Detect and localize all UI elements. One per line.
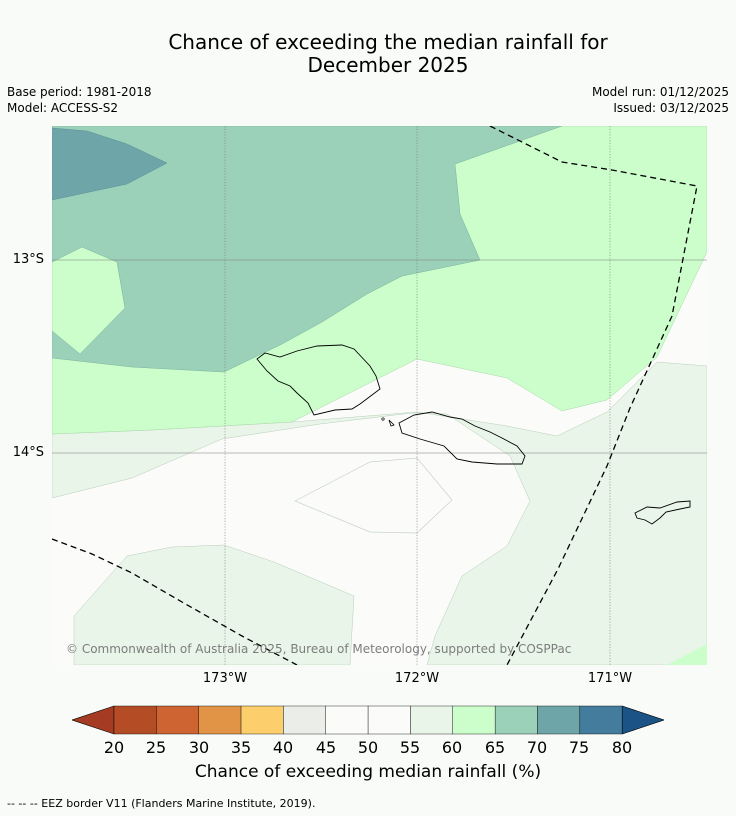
cbar-swatch-20-25 [113,705,157,735]
eez-border [489,126,698,665]
title-line-2: December 2025 [307,53,469,77]
region-55-60-south [73,544,355,665]
upolu-island [398,411,526,465]
cbar-swatch-65-70 [494,705,538,735]
copyright-notice: © Commonwealth of Australia 2025, Bureau… [66,642,571,656]
cbar-extend-high [621,705,664,735]
model-name: Model: ACCESS-S2 [7,101,119,115]
cbar-swatch-75-80 [579,705,623,735]
savaii-island [256,344,381,416]
cbar-tick: 50 [357,738,379,757]
cbar-tick: 25 [145,738,167,757]
issued-date: Issued: 03/12/2025 [613,101,729,115]
cbar-tick: 30 [188,738,210,757]
map-title: Chance of exceeding the median rainfall … [0,31,736,77]
region-60-65-corner [667,644,707,665]
cbar-tick: 60 [441,738,463,757]
lon-label-171w: 171°W [587,671,633,686]
meta-left: Base period: 1981-2018 Model: ACCESS-S2 [7,84,152,116]
cbar-swatch-70-75 [537,705,581,735]
lon-label-172w: 172°W [394,671,440,686]
cbar-tick: 20 [103,738,125,757]
eez-footnote: -- -- -- EEZ border V11 (Flanders Marine… [7,797,316,810]
rainfall-map: © Commonwealth of Australia 2025, Bureau… [52,126,707,665]
cbar-swatch-30-35 [198,705,242,735]
colorbar [72,705,664,735]
cbar-tick: 75 [568,738,590,757]
cbar-swatch-35-40 [240,705,284,735]
cbar-tick: 45 [315,738,337,757]
cbar-swatch-25-30 [156,705,199,735]
cbar-extend-low [72,705,115,735]
cbar-tick: 70 [526,738,548,757]
cbar-tick: 55 [399,738,421,757]
cbar-swatch-55-60 [410,705,454,735]
cbar-tick: 80 [611,738,633,757]
cbar-tick: 35 [230,738,252,757]
region-65-70 [52,126,563,373]
cbar-swatch-50-55 [367,705,411,735]
region-70-75 [52,127,168,201]
meta-right: Model run: 01/12/2025 Issued: 03/12/2025 [592,84,729,116]
cbar-tick: 40 [272,738,294,757]
lat-label-13s: 13°S [12,252,44,267]
lon-label-173w: 173°W [202,671,248,686]
contour-50 [294,457,453,534]
lat-label-14s: 14°S [12,445,44,460]
colorbar-label: Chance of exceeding median rainfall (%) [194,762,542,782]
base-period: Base period: 1981-2018 [7,85,152,99]
apolima-islet [381,417,385,421]
region-55-60 [52,361,707,665]
manono-islet [388,419,395,427]
graticule [52,126,707,665]
eez-border-south [52,538,298,665]
model-run: Model run: 01/12/2025 [591,85,729,99]
tutuila-island [634,500,691,525]
title-line-1: Chance of exceeding the median rainfall … [168,30,608,54]
cbar-swatch-45-50 [325,705,369,735]
cbar-swatch-40-45 [283,705,326,735]
cbar-tick: 65 [484,738,506,757]
cbar-swatch-60-65 [452,705,496,735]
